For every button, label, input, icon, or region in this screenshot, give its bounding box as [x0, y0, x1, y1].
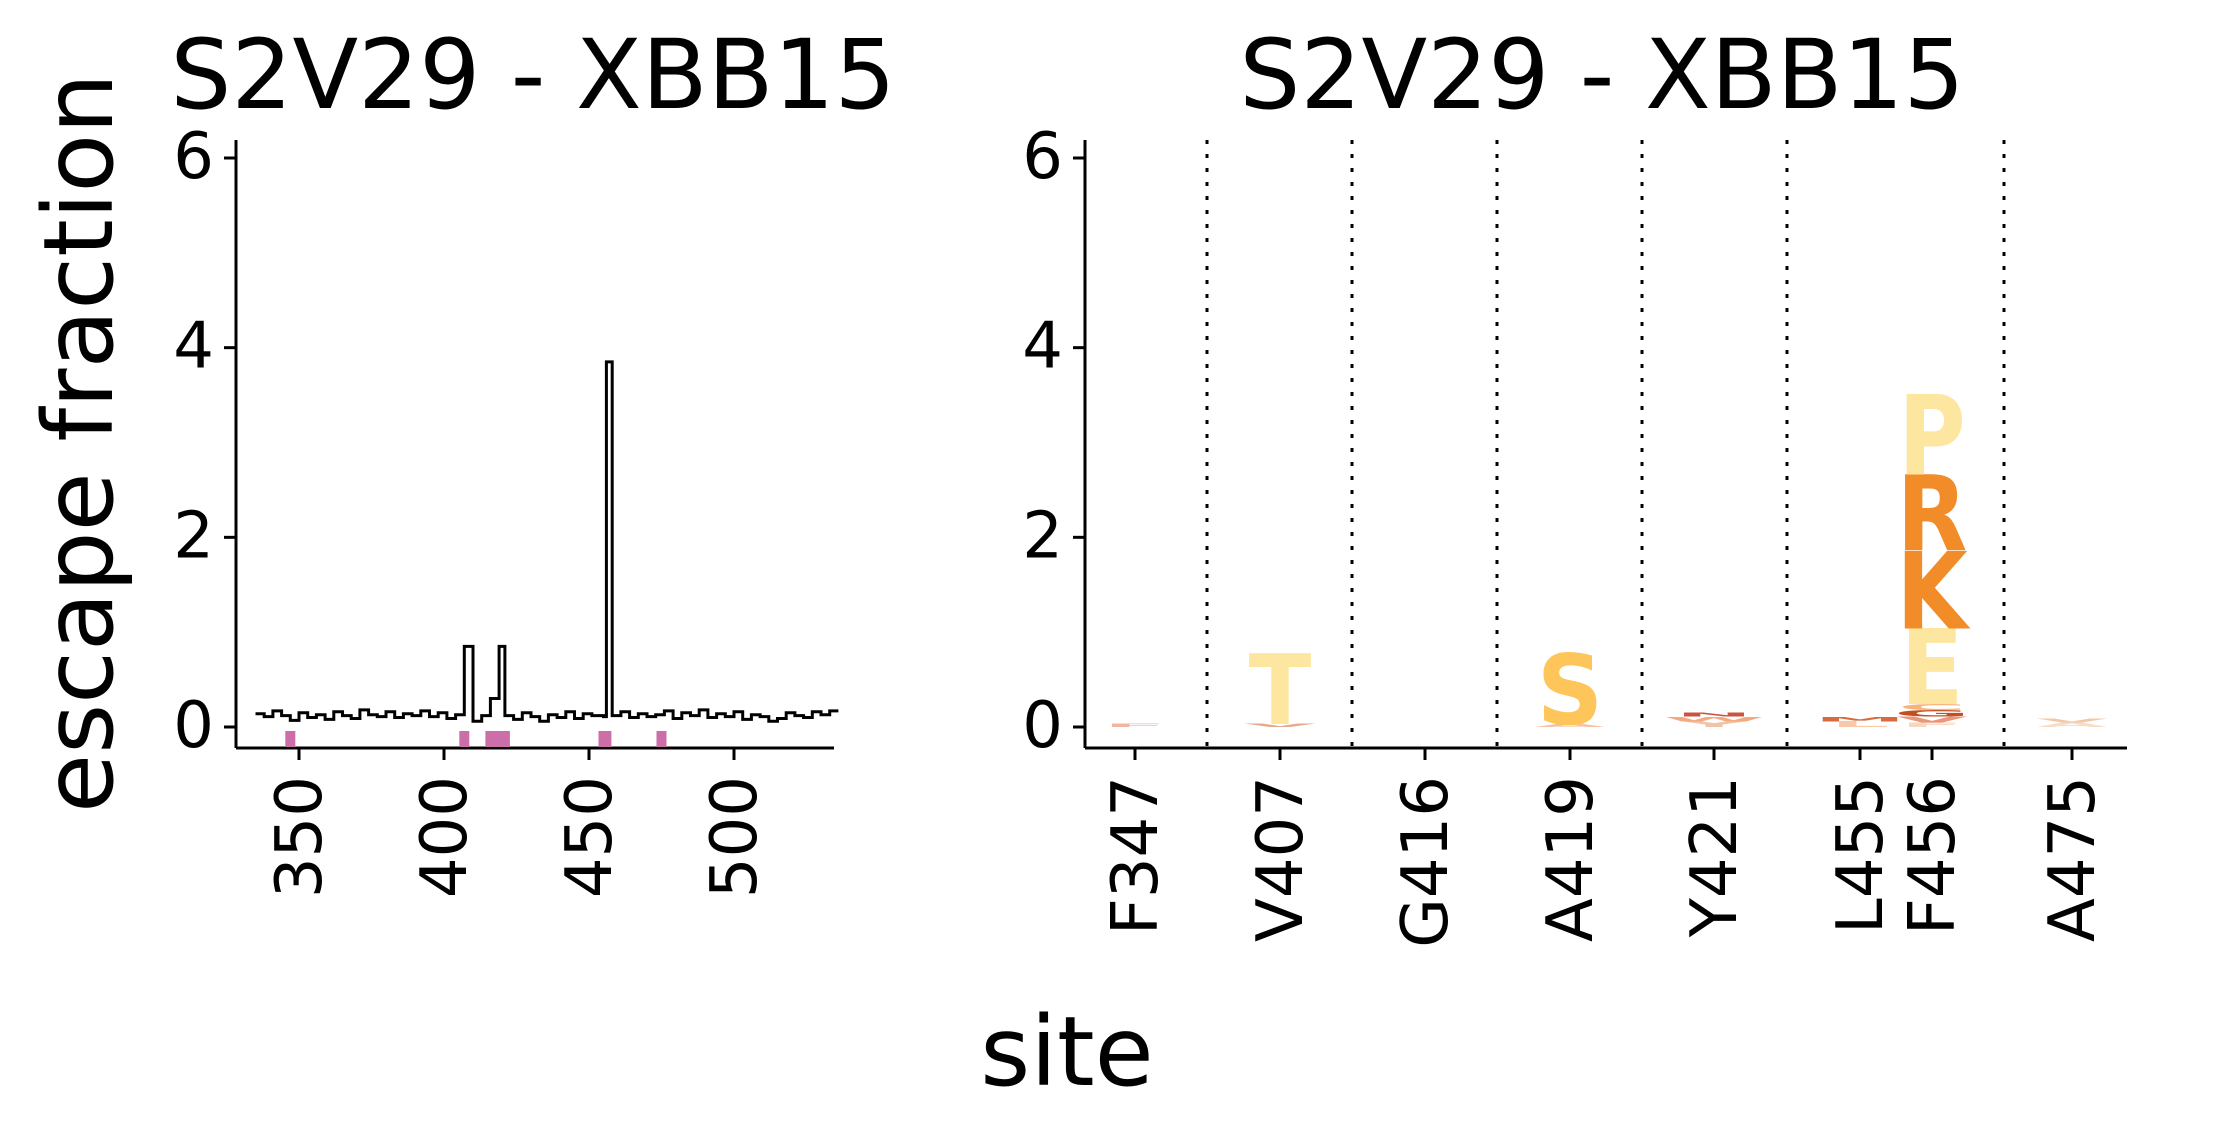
highlight-site-347 [285, 731, 296, 747]
x-tick-label-g416: G416 [1389, 776, 1463, 948]
y-tick-label: 6 [1022, 120, 1063, 194]
logo-letter-f456-e: E [1901, 609, 1964, 730]
highlight-site-456 [601, 731, 612, 747]
logo-letter-a475-v: V [2036, 718, 2108, 724]
logo-letter-f456-g: G [1894, 708, 1970, 719]
x-tick-label-y421: Y421 [1678, 776, 1752, 938]
logo-letter-l455-m: M [1814, 715, 1906, 723]
y-tick-label: 0 [1022, 689, 1063, 763]
x-tick-label-f456: F456 [1896, 776, 1970, 935]
logo-letter-l455-l: L [1831, 720, 1890, 729]
x-tick-label: 400 [408, 776, 482, 898]
logo-letter-f456-p: P [1898, 373, 1965, 501]
logo-letter-v407-t: T [1249, 635, 1312, 748]
logo-letter-a419-a: A [1534, 723, 1606, 727]
logo-plot-panel: S2V29 - XBB15 0 2 4 6 F347 V407 G416 A419 Y421 L4… [1022, 19, 2127, 948]
highlight-site-407 [459, 731, 470, 747]
x-tick-label-v407: V407 [1244, 776, 1318, 942]
x-tick-label-f347: F347 [1099, 776, 1173, 935]
line-plot-panel: S2V29 - XBB15 0 2 4 6 350 400 450 500 [170, 19, 895, 898]
y-tick-label: 4 [173, 310, 214, 384]
x-tick-label: 350 [263, 776, 337, 898]
logo-letter-f456-c: C [1898, 703, 1966, 712]
x-tick-label-l455: L455 [1824, 776, 1898, 934]
escape-line [255, 360, 839, 723]
y-axis-label: escape fraction [23, 73, 135, 813]
logo-letter-y421-y: Y [1679, 720, 1748, 729]
x-tick-label-a419: A419 [1534, 776, 1608, 942]
logo-letter-a419-s: S [1537, 635, 1603, 748]
y-tick-label: 2 [173, 499, 214, 573]
logo-letter-f456-k: K [1896, 531, 1971, 654]
highlight-site-421 [499, 731, 510, 747]
y-tick-label: 2 [1022, 499, 1063, 573]
y-tick-label: 4 [1022, 310, 1063, 384]
y-tick-label: 0 [173, 689, 214, 763]
x-tick-label: 500 [698, 776, 772, 898]
logo-letter-f347-f: F [1104, 723, 1167, 727]
logo-letter-y421-w: W [1663, 715, 1764, 723]
highlight-site-416 [485, 731, 496, 747]
x-tick-label: 450 [553, 776, 627, 898]
logo-letter-f456-r: R [1897, 455, 1968, 576]
logo-letter-a475-a: A [2036, 721, 2108, 729]
x-axis-label: site [980, 996, 1153, 1108]
logo-letter-v407-v: V [1244, 723, 1316, 727]
logo-letter-y421-n: N [1676, 712, 1753, 718]
highlight-site-419 [494, 731, 505, 747]
logo-letter-f456-v: V [1896, 715, 1968, 724]
logo-plot-title: S2V29 - XBB15 [1239, 19, 1964, 131]
line-plot-marks [255, 360, 839, 747]
x-tick-label-a475: A475 [2036, 776, 2110, 942]
line-plot-title: S2V29 - XBB15 [170, 19, 895, 131]
y-tick-label: 6 [173, 120, 214, 194]
logo-letter-f456-f: F [1901, 721, 1964, 729]
highlight-site-475 [656, 731, 667, 747]
line-plot-axes: 0 2 4 6 350 400 450 500 [173, 120, 834, 898]
